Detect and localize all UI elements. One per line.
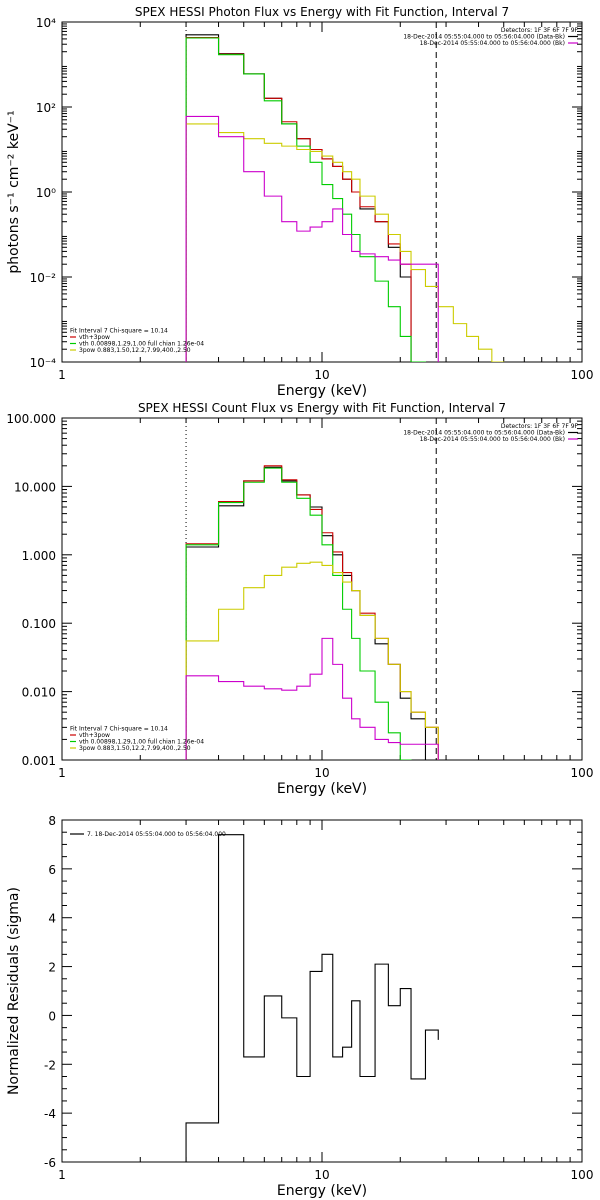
legend-entry: vth 0.00898,1.29,1.00 full chian 1.26e-0…	[79, 739, 204, 746]
legend-entry: 18-Dec-2014 05:55:04.000 to 05:56:04.000…	[420, 40, 565, 47]
series-group	[185, 834, 439, 1162]
y-tick-label: 6	[48, 863, 56, 877]
x-tick-label: 10	[314, 766, 329, 780]
legend-entry: Fit Interval 7 Chi-square = 10.14	[70, 726, 168, 733]
y-tick-label: 0.010	[22, 686, 56, 700]
legend-entry: vth+3pow	[79, 732, 110, 739]
x-axis-label: Energy (keV)	[277, 781, 367, 797]
x-tick-label: 100	[571, 766, 594, 780]
legend-entry: vth 0.00898,1.29,1.00 full chian 1.26e-0…	[79, 341, 204, 348]
y-tick-label: -6	[44, 1156, 56, 1170]
legend-entry: 18-Dec-2014 05:55:04.000 to 05:56:04.000…	[403, 34, 565, 41]
y-tick-label: -4	[44, 1107, 56, 1121]
y-axis-label: Normalized Residuals (sigma)	[6, 887, 22, 1095]
y-tick-label: 10⁻²	[30, 271, 57, 285]
legend-entry: Detectors: 1F 3F 6F 7F 9F	[501, 27, 579, 34]
x-tick-label: 10	[314, 1168, 329, 1182]
x-tick-label: 10	[314, 368, 329, 382]
legend-entry: 18-Dec-2014 05:55:04.000 to 05:56:04.000…	[420, 436, 565, 443]
y-tick-label: 10⁰	[36, 186, 56, 200]
y-tick-label: 10²	[36, 101, 56, 115]
x-tick-label: 1	[58, 368, 66, 382]
y-tick-label: 100.000	[6, 412, 56, 426]
chart-panel-1: SPEX HESSI Photon Flux vs Energy with Fi…	[6, 5, 594, 399]
legend-entry: Fit Interval 7 Chi-square = 10.14	[70, 328, 168, 335]
series-line	[185, 467, 412, 760]
legend-entry: vth+3pow	[79, 334, 110, 341]
y-tick-label: 2	[48, 961, 56, 975]
y-tick-label: -2	[44, 1058, 56, 1072]
y-tick-label: 1.000	[22, 549, 56, 563]
series-line	[185, 37, 427, 362]
chart-panel-2: SPEX HESSI Count Flux vs Energy with Fit…	[6, 401, 594, 797]
x-tick-label: 1	[58, 1168, 66, 1182]
y-tick-label: 10.000	[14, 480, 56, 494]
series-line	[185, 123, 505, 362]
x-axis-label: Energy (keV)	[277, 383, 367, 399]
plot-frame	[61, 819, 583, 1163]
y-tick-label: 8	[48, 814, 56, 828]
chart-title: SPEX HESSI Photon Flux vs Energy with Fi…	[135, 5, 509, 19]
legend-entry: Detectors: 1F 3F 6F 7F 9F	[501, 423, 579, 430]
y-tick-label: 0.100	[22, 617, 56, 631]
series-line	[185, 834, 439, 1162]
series-line	[185, 34, 412, 362]
legend-entry: 18-Dec-2014 05:55:04.000 to 05:56:04.000…	[403, 430, 565, 437]
legend-entry: 3pow 0.883,1.50,12.2,7.99,400.,2.50	[79, 745, 191, 752]
x-tick-label: 1	[58, 766, 66, 780]
legend-entry: 7. 18-Dec-2014 05:55:04.000 to 05:56:04.…	[87, 831, 226, 838]
series-group	[185, 465, 439, 760]
y-tick-label: 0.001	[22, 754, 56, 768]
plot-frame	[61, 417, 583, 761]
series-line	[185, 561, 439, 760]
y-axis-label: photons s⁻¹ cm⁻² keV⁻¹	[6, 110, 22, 273]
y-tick-label: 10⁻⁴	[30, 356, 57, 370]
series-line	[185, 115, 439, 362]
y-tick-label: 4	[48, 912, 56, 926]
series-line	[185, 637, 439, 760]
series-group	[185, 34, 505, 362]
plot-frame	[61, 21, 583, 363]
chart-title: SPEX HESSI Count Flux vs Energy with Fit…	[138, 401, 506, 415]
x-tick-label: 100	[571, 368, 594, 382]
y-tick-label: 0	[48, 1009, 56, 1023]
series-line	[185, 37, 412, 362]
x-tick-label: 100	[571, 1168, 594, 1182]
legend-entry: 3pow 0.883,1.50,12.2,7.99,400.,2.50	[79, 347, 191, 354]
chart-panel-3: 1 10 100 8 6 4 2 0 -2 -4 -6 Energy (keV) Normalized …	[6, 814, 594, 1199]
y-tick-label: 10⁴	[36, 16, 56, 30]
x-axis-label: Energy (keV)	[277, 1183, 367, 1199]
